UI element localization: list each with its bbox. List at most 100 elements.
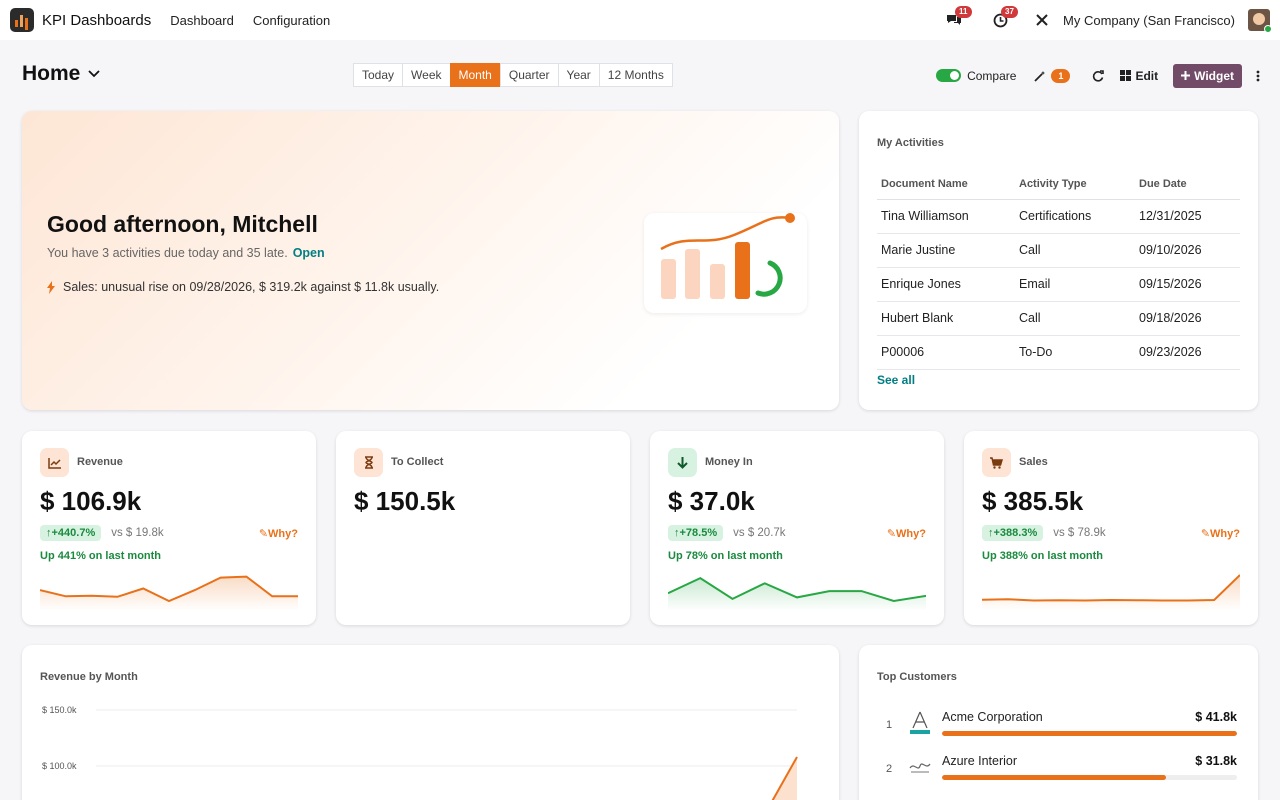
revenue-sparkline xyxy=(40,575,298,611)
sparkline-line xyxy=(40,575,298,603)
sparkline-area xyxy=(40,576,298,611)
cell-document: Hubert Blank xyxy=(877,301,1015,336)
kpi-previous-value: vs $ 78.9k xyxy=(1053,527,1106,539)
customer-row[interactable]: 2 Azure Interior $ 31.8k xyxy=(877,751,1237,789)
refresh-icon[interactable] xyxy=(1092,69,1105,82)
activities-button[interactable]: 37 xyxy=(989,6,1018,31)
magic-wand-icon[interactable] xyxy=(1034,70,1046,82)
period-today[interactable]: Today xyxy=(353,63,404,87)
kpi-value: $ 150.5k xyxy=(354,486,456,516)
company-switcher[interactable]: My Company (San Francisco) xyxy=(1063,12,1235,28)
kpi-title: Revenue xyxy=(77,456,123,468)
kpi-card-revenue[interactable]: Revenue $ 106.9k +440.7% vs $ 19.8k Why?… xyxy=(22,431,316,625)
cell-type: Call xyxy=(1015,301,1135,336)
user-avatar[interactable] xyxy=(1248,9,1272,33)
azure-logo-icon xyxy=(909,763,931,773)
trend-chart-icon xyxy=(40,448,69,477)
clock-icon xyxy=(993,13,1007,27)
acme-logo-icon xyxy=(910,711,930,734)
activities-card: My Activities Document Name Activity Typ… xyxy=(859,111,1258,410)
see-all-link[interactable]: See all xyxy=(877,373,916,387)
top-navbar: KPI Dashboards Dashboard Configuration 1… xyxy=(0,0,1280,40)
customer-rank: 2 xyxy=(886,763,893,775)
chat-bubbles-icon xyxy=(947,15,962,25)
compare-toggle[interactable] xyxy=(936,69,962,82)
period-12-months[interactable]: 12 Months xyxy=(598,63,673,87)
period-quarter[interactable]: Quarter xyxy=(499,63,559,87)
app-logo-icon[interactable] xyxy=(10,8,34,32)
revenue-by-month-chart: $ 150.0k $ 100.0k xyxy=(42,705,798,800)
customer-row[interactable]: 1 Acme Corporation $ 41.8k xyxy=(877,707,1237,745)
greeting-title: Good afternoon, Mitchell xyxy=(47,211,318,237)
customer-name: Azure Interior xyxy=(942,754,1018,768)
menu-dashboard[interactable]: Dashboard xyxy=(170,12,234,28)
kpi-card-sales[interactable]: Sales $ 385.5k +388.3% vs $ 78.9k Why? U… xyxy=(964,431,1258,625)
kpi-delta-badge: +78.5% xyxy=(668,525,724,541)
activities-badge: 37 xyxy=(1001,6,1018,18)
why-button[interactable]: Why? xyxy=(1201,527,1240,540)
kpi-card-to-collect[interactable]: To Collect $ 150.5k xyxy=(336,431,630,625)
table-row[interactable]: Hubert Blank Call 09/18/2026 xyxy=(877,301,1240,336)
kpi-title: Sales xyxy=(1019,456,1048,468)
cell-date: 09/18/2026 xyxy=(1135,301,1240,336)
tools-icon xyxy=(1036,14,1048,26)
why-button[interactable]: Why? xyxy=(887,527,926,540)
table-row[interactable]: P00006 To-Do 09/23/2026 xyxy=(877,335,1240,370)
table-header: Document Name Activity Type Due Date xyxy=(877,169,1240,200)
cell-date: 12/31/2025 xyxy=(1135,199,1240,234)
greeting-subtitle: You have 3 activities due today and 35 l… xyxy=(47,246,325,260)
more-options-icon[interactable] xyxy=(1256,70,1260,82)
sparkline-area xyxy=(982,575,1240,611)
period-month[interactable]: Month xyxy=(449,63,501,87)
open-activities-link[interactable]: Open xyxy=(292,246,325,260)
app-name[interactable]: KPI Dashboards xyxy=(42,11,152,29)
plus-icon xyxy=(1181,71,1191,80)
dashboard-controls: Compare 1 Edit Widget xyxy=(936,63,1260,88)
dashboard-illustration xyxy=(644,213,807,313)
sales-insight[interactable]: Sales: unusual rise on 09/28/2026, $ 319… xyxy=(47,280,439,294)
kpi-title: Money In xyxy=(705,456,753,468)
add-widget-button[interactable]: Widget xyxy=(1173,63,1242,88)
dashboard-selector[interactable]: Home xyxy=(22,62,100,86)
why-button[interactable]: Why? xyxy=(259,527,298,540)
kpi-comparison: +78.5% vs $ 20.7k Why? xyxy=(668,525,926,541)
chart-illustration-icon xyxy=(660,213,795,299)
kpi-trend-note: Up 441% on last month xyxy=(40,550,162,562)
kpi-trend-note: Up 78% on last month xyxy=(668,550,783,562)
table-row[interactable]: Tina Williamson Certifications 12/31/2025 xyxy=(877,199,1240,234)
period-year[interactable]: Year xyxy=(557,63,600,87)
table-row[interactable]: Enrique Jones Email 09/15/2026 xyxy=(877,267,1240,302)
compare-label: Compare xyxy=(967,68,1017,83)
widget-label: Widget xyxy=(1194,68,1234,83)
top-customers-title: Top Customers xyxy=(877,671,957,683)
column-document-name: Document Name xyxy=(877,169,1015,200)
tools-button[interactable] xyxy=(1031,9,1053,31)
insights-count[interactable]: 1 xyxy=(1051,68,1071,83)
cell-document: Marie Justine xyxy=(877,233,1015,268)
edit-button[interactable]: Edit xyxy=(1120,69,1158,83)
cell-type: Certifications xyxy=(1015,199,1135,234)
menu-configuration[interactable]: Configuration xyxy=(252,12,331,28)
cell-date: 09/15/2026 xyxy=(1135,267,1240,302)
kpi-previous-value: vs $ 20.7k xyxy=(733,527,786,539)
activities-summary: You have 3 activities due today and 35 l… xyxy=(47,246,288,260)
period-selector: Today Week Month Quarter Year 12 Months xyxy=(353,63,673,87)
kpi-title: To Collect xyxy=(391,456,444,468)
kpi-comparison: +388.3% vs $ 78.9k Why? xyxy=(982,525,1240,541)
kpi-delta-badge: +440.7% xyxy=(40,525,102,541)
page-title: Home xyxy=(22,62,81,85)
cell-date: 09/23/2026 xyxy=(1135,335,1240,370)
period-week[interactable]: Week xyxy=(402,63,451,87)
customer-share-bar xyxy=(942,775,1237,780)
money-in-sparkline xyxy=(668,576,926,611)
customer-share-fill xyxy=(942,731,1237,736)
lightning-icon xyxy=(47,280,55,294)
customer-rank: 1 xyxy=(886,719,893,731)
sales-sparkline xyxy=(982,574,1240,611)
customer-value: $ 41.8k xyxy=(1195,710,1237,724)
activities-title: My Activities xyxy=(877,137,944,149)
messages-button[interactable]: 11 xyxy=(943,6,972,31)
table-row[interactable]: Marie Justine Call 09/10/2026 xyxy=(877,233,1240,268)
kpi-card-money-in[interactable]: Money In $ 37.0k +78.5% vs $ 20.7k Why? … xyxy=(650,431,944,625)
kpi-value: $ 106.9k xyxy=(40,486,142,516)
